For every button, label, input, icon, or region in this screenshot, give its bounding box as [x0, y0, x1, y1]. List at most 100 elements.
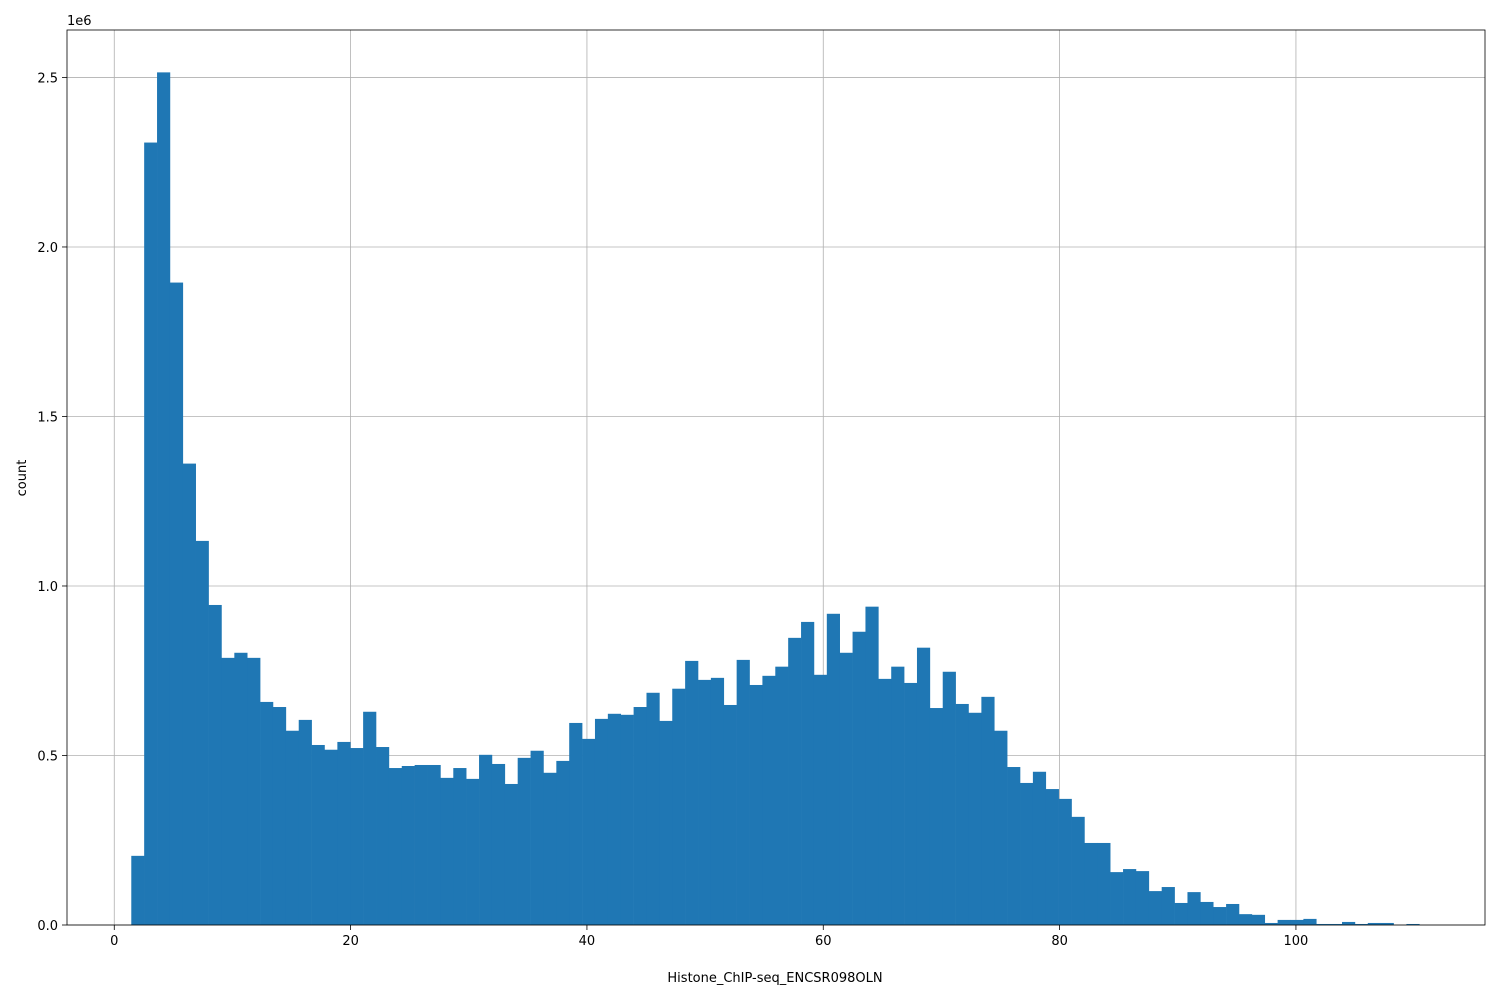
histogram-bar	[929, 708, 944, 925]
histogram-bar	[298, 719, 312, 925]
histogram-bar	[582, 738, 596, 925]
histogram-bar	[878, 678, 892, 925]
histogram-bar	[1303, 918, 1317, 925]
histogram-bar	[1342, 921, 1356, 925]
histogram-bar	[401, 766, 415, 925]
histogram-bar	[1264, 922, 1278, 925]
histogram-bar	[479, 754, 493, 925]
histogram-bar	[710, 677, 725, 925]
histogram-bar	[1084, 842, 1098, 925]
histogram-bar	[556, 760, 570, 925]
histogram-bar	[723, 704, 737, 925]
histogram-bar	[955, 703, 969, 925]
histogram-bar	[1174, 902, 1188, 925]
y-tick-label: 1.5	[37, 410, 58, 425]
histogram-bar	[788, 637, 802, 925]
histogram-bar	[247, 657, 261, 925]
histogram-bar	[1148, 891, 1162, 925]
histogram-bar	[633, 707, 647, 925]
histogram-bar	[569, 722, 583, 925]
histogram-bar	[904, 682, 918, 925]
histogram-bar	[272, 707, 287, 925]
histogram-bar	[839, 652, 853, 925]
x-axis-label: Histone_ChIP-seq_ENCSR098OLN	[667, 971, 882, 986]
histogram-bar	[594, 718, 609, 925]
histogram-bar	[1020, 782, 1034, 925]
histogram-bar	[1110, 872, 1124, 925]
y-axis-label: count	[15, 460, 30, 497]
histogram-bar	[324, 749, 338, 925]
histogram-bar	[195, 540, 209, 925]
histogram-bar	[813, 674, 828, 925]
histogram-bar	[1316, 923, 1330, 925]
histogram-bar	[762, 675, 776, 925]
histogram-bar	[775, 666, 789, 925]
histogram-bar	[685, 660, 699, 925]
histogram-bar	[1032, 771, 1047, 925]
histogram-bar	[440, 777, 454, 925]
histogram-bar	[208, 604, 222, 925]
histogram-bar	[260, 701, 274, 925]
histogram-bar	[994, 730, 1008, 925]
histogram-bar	[1251, 914, 1266, 925]
histogram-bar	[466, 778, 480, 925]
histogram-bar	[1045, 789, 1059, 925]
histogram-bar	[607, 713, 622, 925]
histogram-bar	[1058, 798, 1072, 925]
histogram-bar	[427, 764, 441, 925]
histogram-bar	[131, 855, 145, 925]
x-tick-label: 40	[579, 934, 596, 949]
y-tick-label: 0.0	[37, 919, 58, 934]
histogram-bar	[826, 613, 840, 925]
histogram-bar	[749, 684, 763, 925]
histogram-bar	[414, 764, 428, 925]
histogram-bar	[865, 606, 879, 925]
histogram-bar	[182, 463, 196, 925]
histogram-bar	[453, 768, 467, 925]
histogram-bar	[1290, 919, 1304, 925]
histogram-bar	[543, 772, 557, 925]
histogram-bar	[350, 748, 364, 925]
histogram-bar	[646, 692, 660, 925]
histogram-bar	[517, 757, 531, 925]
histogram-bar	[363, 711, 377, 925]
x-tick-label: 60	[815, 934, 832, 949]
histogram-bar	[1354, 923, 1369, 925]
y-tick-label: 0.5	[37, 749, 58, 764]
x-tick-label: 100	[1284, 934, 1309, 949]
histogram-bar	[491, 763, 506, 925]
histogram-bar	[968, 712, 982, 925]
histogram-bar	[221, 657, 235, 925]
histogram-bar	[1135, 871, 1150, 925]
histogram-bar	[1007, 767, 1021, 925]
histogram-bar	[530, 750, 544, 925]
y-offset-label: 1e6	[67, 14, 92, 29]
axes: 0 20 40 60 80 100 0.0 0.5 1.0 1.5 2.0 2.5	[37, 29, 1486, 949]
histogram-bar	[1097, 842, 1111, 925]
histogram-bar	[1367, 922, 1381, 925]
histogram-bar	[1277, 919, 1291, 925]
histogram-bar	[1123, 869, 1137, 925]
histogram-bar	[1213, 907, 1227, 925]
histogram-bar	[1187, 892, 1201, 925]
histogram-bar	[376, 747, 390, 925]
histogram-bar	[852, 631, 866, 925]
histogram-bar	[234, 652, 248, 925]
histogram-bar	[1238, 914, 1253, 925]
x-tick-label: 0	[110, 934, 118, 949]
histogram-bar	[698, 679, 712, 925]
histogram-bar	[1406, 923, 1420, 925]
bars	[131, 72, 1420, 925]
histogram-bar	[285, 730, 300, 925]
x-tick-label: 80	[1051, 934, 1068, 949]
histogram-bar	[1071, 816, 1085, 925]
x-tick-label: 20	[342, 934, 359, 949]
y-tick-label: 2.0	[37, 241, 58, 256]
plot-frame	[66, 29, 1486, 926]
histogram-bar	[1161, 887, 1175, 925]
histogram-bar	[891, 666, 905, 925]
histogram-bar	[337, 741, 351, 925]
y-tick-label: 2.5	[37, 71, 58, 86]
y-tick-label: 1.0	[37, 580, 58, 595]
